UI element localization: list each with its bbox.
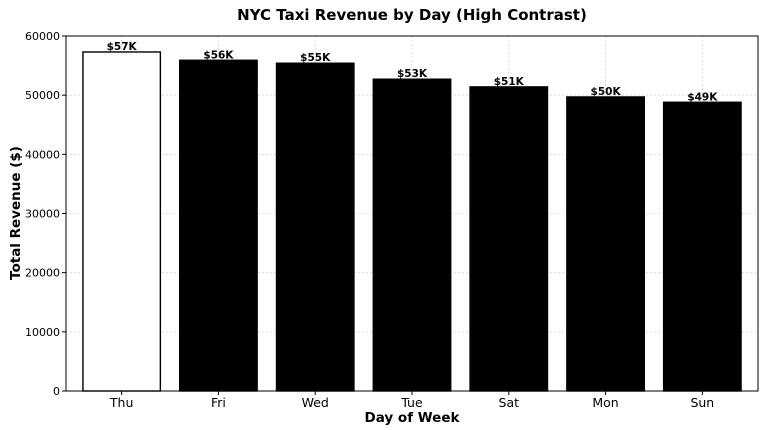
bar-sun xyxy=(662,101,742,392)
data-label: $51K xyxy=(494,76,525,88)
xtick-label: Sun xyxy=(690,395,714,410)
xtick-label: Mon xyxy=(592,395,618,410)
ytick-label: 30000 xyxy=(25,208,60,221)
ytick-label: 60000 xyxy=(25,30,60,43)
data-label: $55K xyxy=(300,52,331,64)
xtick-label: Thu xyxy=(109,395,133,410)
data-label: $50K xyxy=(591,86,622,98)
x-axis-ticks: Thu Fri Wed Tue Sat Mon Sun xyxy=(109,391,714,410)
xtick-label: Sat xyxy=(499,395,520,410)
bar-wed xyxy=(275,62,355,392)
bar-tue xyxy=(372,78,452,392)
y-axis-label: Total Revenue ($) xyxy=(8,146,24,280)
data-label: $56K xyxy=(203,49,234,61)
data-label: $57K xyxy=(107,41,138,53)
ytick-label: 0 xyxy=(53,385,60,398)
xtick-label: Fri xyxy=(211,395,226,410)
ytick-label: 10000 xyxy=(25,326,60,339)
bar-thu xyxy=(82,51,162,392)
xtick-label: Tue xyxy=(400,395,423,410)
bars xyxy=(82,51,742,392)
bar-sat xyxy=(469,86,549,392)
data-label: $49K xyxy=(687,91,718,103)
ytick-label: 40000 xyxy=(25,148,60,161)
bar-labels: $57K $56K $55K $53K $51K $50K $49K xyxy=(107,41,719,103)
x-axis-label: Day of Week xyxy=(365,410,461,426)
bar-mon xyxy=(566,96,645,392)
ytick-label: 20000 xyxy=(25,267,60,280)
chart-title: NYC Taxi Revenue by Day (High Contrast) xyxy=(237,6,587,24)
ytick-label: 50000 xyxy=(25,89,60,102)
data-label: $53K xyxy=(397,68,428,80)
bar-fri xyxy=(179,59,258,392)
y-axis-ticks: 0 10000 20000 30000 40000 50000 60000 xyxy=(25,30,66,398)
xtick-label: Wed xyxy=(302,395,329,410)
